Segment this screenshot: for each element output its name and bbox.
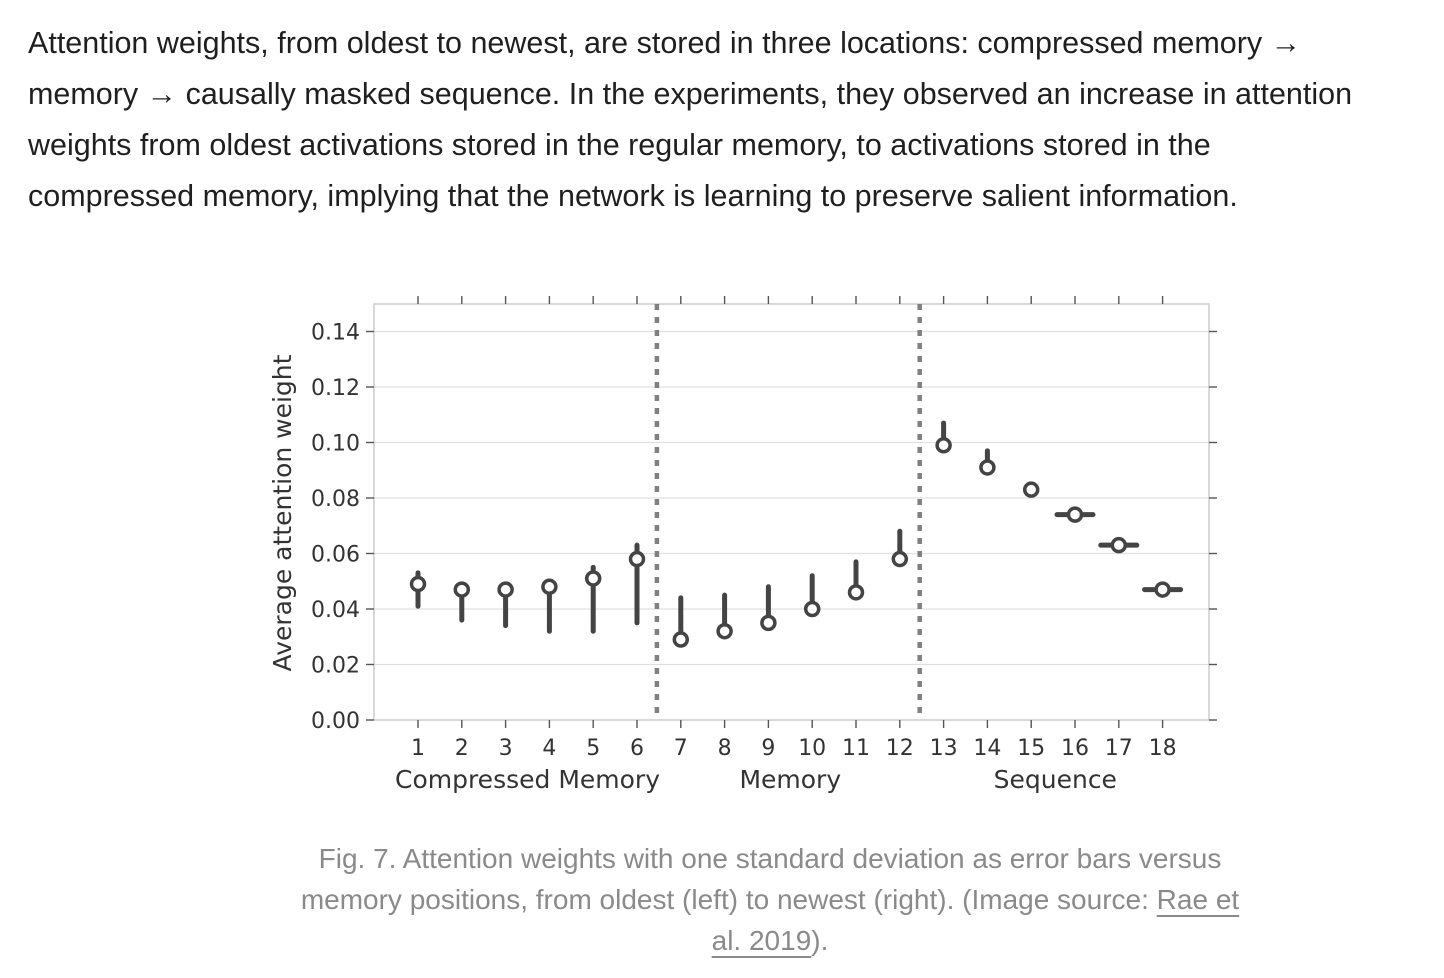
x-tick-label: 6: [630, 736, 644, 761]
caption-line-2: memory positions, from oldest (left) to …: [180, 879, 1360, 920]
group-label: Memory: [739, 765, 841, 794]
x-tick-label: 14: [973, 736, 1001, 761]
y-tick-label: 0.12: [311, 376, 360, 401]
mean-marker: [803, 600, 821, 618]
rae-2019-link-cont[interactable]: al. 2019: [711, 925, 812, 956]
x-tick-label: 3: [499, 736, 513, 761]
mean-marker: [541, 578, 558, 596]
x-tick-label: 17: [1105, 736, 1133, 761]
plot-frame: [373, 303, 1210, 721]
mean-marker: [1154, 581, 1171, 598]
x-tick-label: 2: [455, 736, 469, 761]
mean-marker: [935, 437, 952, 454]
x-tick-label: 13: [930, 736, 958, 761]
x-tick-label: 12: [886, 736, 914, 761]
mean-marker: [453, 581, 471, 598]
group-label: Sequence: [994, 765, 1117, 794]
mean-marker: [891, 550, 909, 568]
caption-line-2-text: memory positions, from oldest (left) to …: [300, 884, 1157, 915]
y-tick-label: 0.00: [311, 709, 360, 734]
x-tick-label: 10: [798, 736, 826, 761]
paragraph-line: memory → causally masked sequence. In th…: [28, 77, 1353, 111]
mean-marker: [1066, 506, 1084, 523]
x-tick-label: 8: [718, 736, 732, 761]
figure-caption: Fig. 7. Attention weights with one stand…: [180, 838, 1360, 961]
y-tick-label: 0.02: [311, 654, 360, 679]
y-tick-label: 0.04: [311, 598, 360, 623]
x-tick-label: 11: [842, 736, 870, 761]
group-label: Compressed Memory: [395, 765, 660, 794]
mean-marker: [409, 575, 427, 593]
axis-layer: 0.000.020.040.060.080.100.120.141 2 3 4 5 6 7 8…: [311, 296, 1217, 794]
mean-marker: [672, 631, 690, 648]
x-tick-label: 5: [586, 736, 600, 761]
x-tick-label: 7: [674, 736, 688, 761]
x-tick-label: 4: [542, 736, 556, 761]
mean-marker: [1110, 536, 1128, 554]
mean-marker: [497, 581, 514, 598]
mean-marker: [716, 622, 733, 640]
marks-layer: [409, 420, 1184, 648]
grid-layer: [374, 330, 1209, 666]
paragraph-line: weights from oldest activations stored i…: [28, 128, 1211, 162]
body-paragraph: Attention weights, from oldest to newest…: [28, 18, 1438, 222]
mean-marker: [628, 550, 646, 568]
x-tick-label: 18: [1149, 736, 1177, 761]
y-axis-label: Average attention weight: [268, 354, 297, 671]
caption-tail: ).: [811, 925, 829, 956]
caption-line-3: al. 2019).: [180, 920, 1360, 961]
mean-marker: [760, 614, 777, 632]
y-tick-label: 0.06: [311, 543, 360, 568]
paragraph-line: Attention weights, from oldest to newest…: [28, 26, 1302, 60]
caption-line-1: Fig. 7. Attention weights with one stand…: [318, 843, 1222, 874]
paragraph-line: compressed memory, implying that the net…: [28, 179, 1238, 213]
y-tick-label: 0.14: [311, 321, 360, 346]
x-tick-label: 15: [1017, 736, 1045, 761]
x-tick-label: 16: [1061, 736, 1089, 761]
y-tick-label: 0.08: [311, 487, 360, 512]
rae-2019-link[interactable]: Rae et: [1156, 884, 1240, 915]
y-tick-label: 0.10: [311, 432, 360, 457]
mean-marker: [1022, 481, 1040, 498]
mean-marker: [979, 459, 996, 476]
mean-marker: [847, 584, 865, 601]
divider-layer: [654, 304, 922, 720]
x-tick-label: 1: [411, 736, 425, 761]
mean-marker: [584, 570, 602, 587]
x-tick-label: 9: [761, 736, 775, 761]
